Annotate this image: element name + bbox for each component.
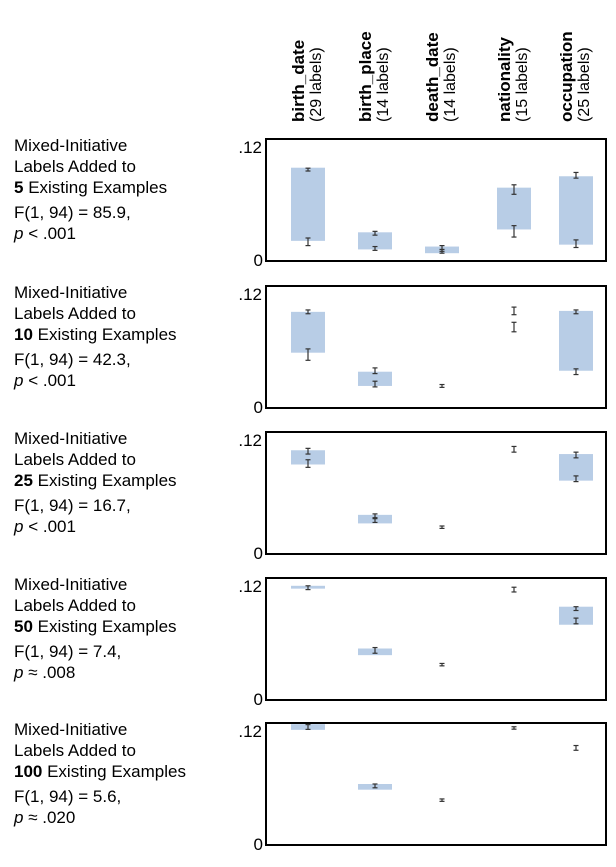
label-tail: Existing Examples bbox=[32, 617, 177, 636]
column-sub-occupation: (25 labels) bbox=[576, 47, 593, 122]
panel-frame bbox=[265, 577, 607, 701]
label-tail: Existing Examples bbox=[32, 471, 177, 490]
box-birth_place bbox=[358, 371, 392, 386]
label-line-3: 50 Existing Examples bbox=[14, 616, 244, 637]
p-value: p ≈ .020 bbox=[14, 807, 244, 828]
f-statistic: F(1, 94) = 16.7, bbox=[14, 496, 131, 515]
label-line-3: 25 Existing Examples bbox=[14, 470, 244, 491]
y-tick-bottom: 0 bbox=[254, 835, 263, 854]
y-tick-top: .12 bbox=[238, 285, 262, 304]
y-tick-top: .12 bbox=[238, 577, 262, 596]
panel-label: Mixed-Initiative Labels Added to 50 Existi… bbox=[14, 574, 244, 683]
p-symbol: p bbox=[14, 517, 24, 536]
p-value-text: ≈ .008 bbox=[23, 663, 76, 682]
panel-label: Mixed-Initiative Labels Added to 5 Existin… bbox=[14, 135, 244, 244]
example-count: 10 bbox=[14, 325, 33, 344]
label-line-3: 10 Existing Examples bbox=[14, 324, 244, 345]
label-tail: Existing Examples bbox=[42, 762, 186, 781]
label-line-2: Labels Added to bbox=[14, 596, 136, 615]
y-tick-top: .12 bbox=[238, 722, 262, 741]
panel-frame bbox=[265, 138, 607, 262]
box-birth_date bbox=[291, 450, 325, 465]
y-tick-bottom: 0 bbox=[254, 251, 263, 270]
p-value: p < .001 bbox=[14, 516, 244, 537]
p-symbol: p bbox=[14, 663, 24, 682]
y-tick-bottom: 0 bbox=[254, 398, 263, 417]
p-value: p < .001 bbox=[14, 223, 244, 244]
example-count: 25 bbox=[14, 471, 33, 490]
label-line-3: 100 Existing Examples bbox=[14, 761, 244, 782]
y-tick-bottom: 0 bbox=[254, 690, 263, 709]
example-count: 5 bbox=[14, 178, 24, 197]
label-line-1: Mixed-Initiative bbox=[14, 575, 128, 594]
label-line-1: Mixed-Initiative bbox=[14, 136, 128, 155]
f-statistic: F(1, 94) = 5.6, bbox=[14, 787, 122, 806]
label-line-2: Labels Added to bbox=[14, 450, 136, 469]
column-title-birth_place: birth_place bbox=[356, 31, 375, 122]
label-line-3: 5 Existing Examples bbox=[14, 177, 244, 198]
panel-label: Mixed-Initiative Labels Added to 100 Exist… bbox=[14, 719, 244, 828]
example-count: 50 bbox=[14, 617, 33, 636]
f-statistic: F(1, 94) = 85.9, bbox=[14, 203, 131, 222]
f-statistic: F(1, 94) = 7.4, bbox=[14, 642, 122, 661]
label-line-1: Mixed-Initiative bbox=[14, 720, 128, 739]
box-occupation bbox=[559, 310, 593, 371]
label-line-2: Labels Added to bbox=[14, 741, 136, 760]
p-symbol: p bbox=[14, 808, 24, 827]
f-statistic: F(1, 94) = 42.3, bbox=[14, 350, 131, 369]
column-title-occupation: occupation bbox=[557, 31, 576, 122]
box-birth_place bbox=[358, 232, 392, 250]
column-sub-birth_date: (29 labels) bbox=[308, 47, 325, 122]
box-occupation bbox=[559, 606, 593, 625]
label-line-2: Labels Added to bbox=[14, 157, 136, 176]
panel-label: Mixed-Initiative Labels Added to 25 Existi… bbox=[14, 428, 244, 537]
p-value-text: < .001 bbox=[23, 224, 76, 243]
label-line-2: Labels Added to bbox=[14, 304, 136, 323]
p-value-text: ≈ .020 bbox=[23, 808, 76, 827]
p-symbol: p bbox=[14, 224, 24, 243]
box-birth_date bbox=[291, 311, 325, 353]
y-tick-top: .12 bbox=[238, 431, 262, 450]
panel-frame bbox=[265, 285, 607, 409]
label-line-1: Mixed-Initiative bbox=[14, 429, 128, 448]
panel-frame bbox=[265, 722, 607, 846]
column-sub-nationality: (15 labels) bbox=[514, 47, 531, 122]
p-symbol: p bbox=[14, 371, 24, 390]
panel-label: Mixed-Initiative Labels Added to 10 Existi… bbox=[14, 282, 244, 391]
panel-frame bbox=[265, 431, 607, 555]
column-title-death_date: death_date bbox=[423, 32, 442, 122]
column-title-nationality: nationality bbox=[495, 36, 514, 122]
column-sub-death_date: (14 labels) bbox=[442, 47, 459, 122]
p-value: p < .001 bbox=[14, 370, 244, 391]
box-birth_date bbox=[291, 167, 325, 241]
label-tail: Existing Examples bbox=[23, 178, 168, 197]
column-sub-birth_place: (14 labels) bbox=[375, 47, 392, 122]
box-occupation bbox=[559, 176, 593, 245]
y-tick-top: .12 bbox=[238, 138, 262, 157]
column-title-birth_date: birth_date bbox=[289, 40, 308, 122]
p-value-text: < .001 bbox=[23, 371, 76, 390]
label-tail: Existing Examples bbox=[32, 325, 177, 344]
p-value-text: < .001 bbox=[23, 517, 76, 536]
label-line-1: Mixed-Initiative bbox=[14, 283, 128, 302]
y-tick-bottom: 0 bbox=[254, 544, 263, 563]
example-count: 100 bbox=[14, 762, 43, 781]
p-value: p ≈ .008 bbox=[14, 662, 244, 683]
